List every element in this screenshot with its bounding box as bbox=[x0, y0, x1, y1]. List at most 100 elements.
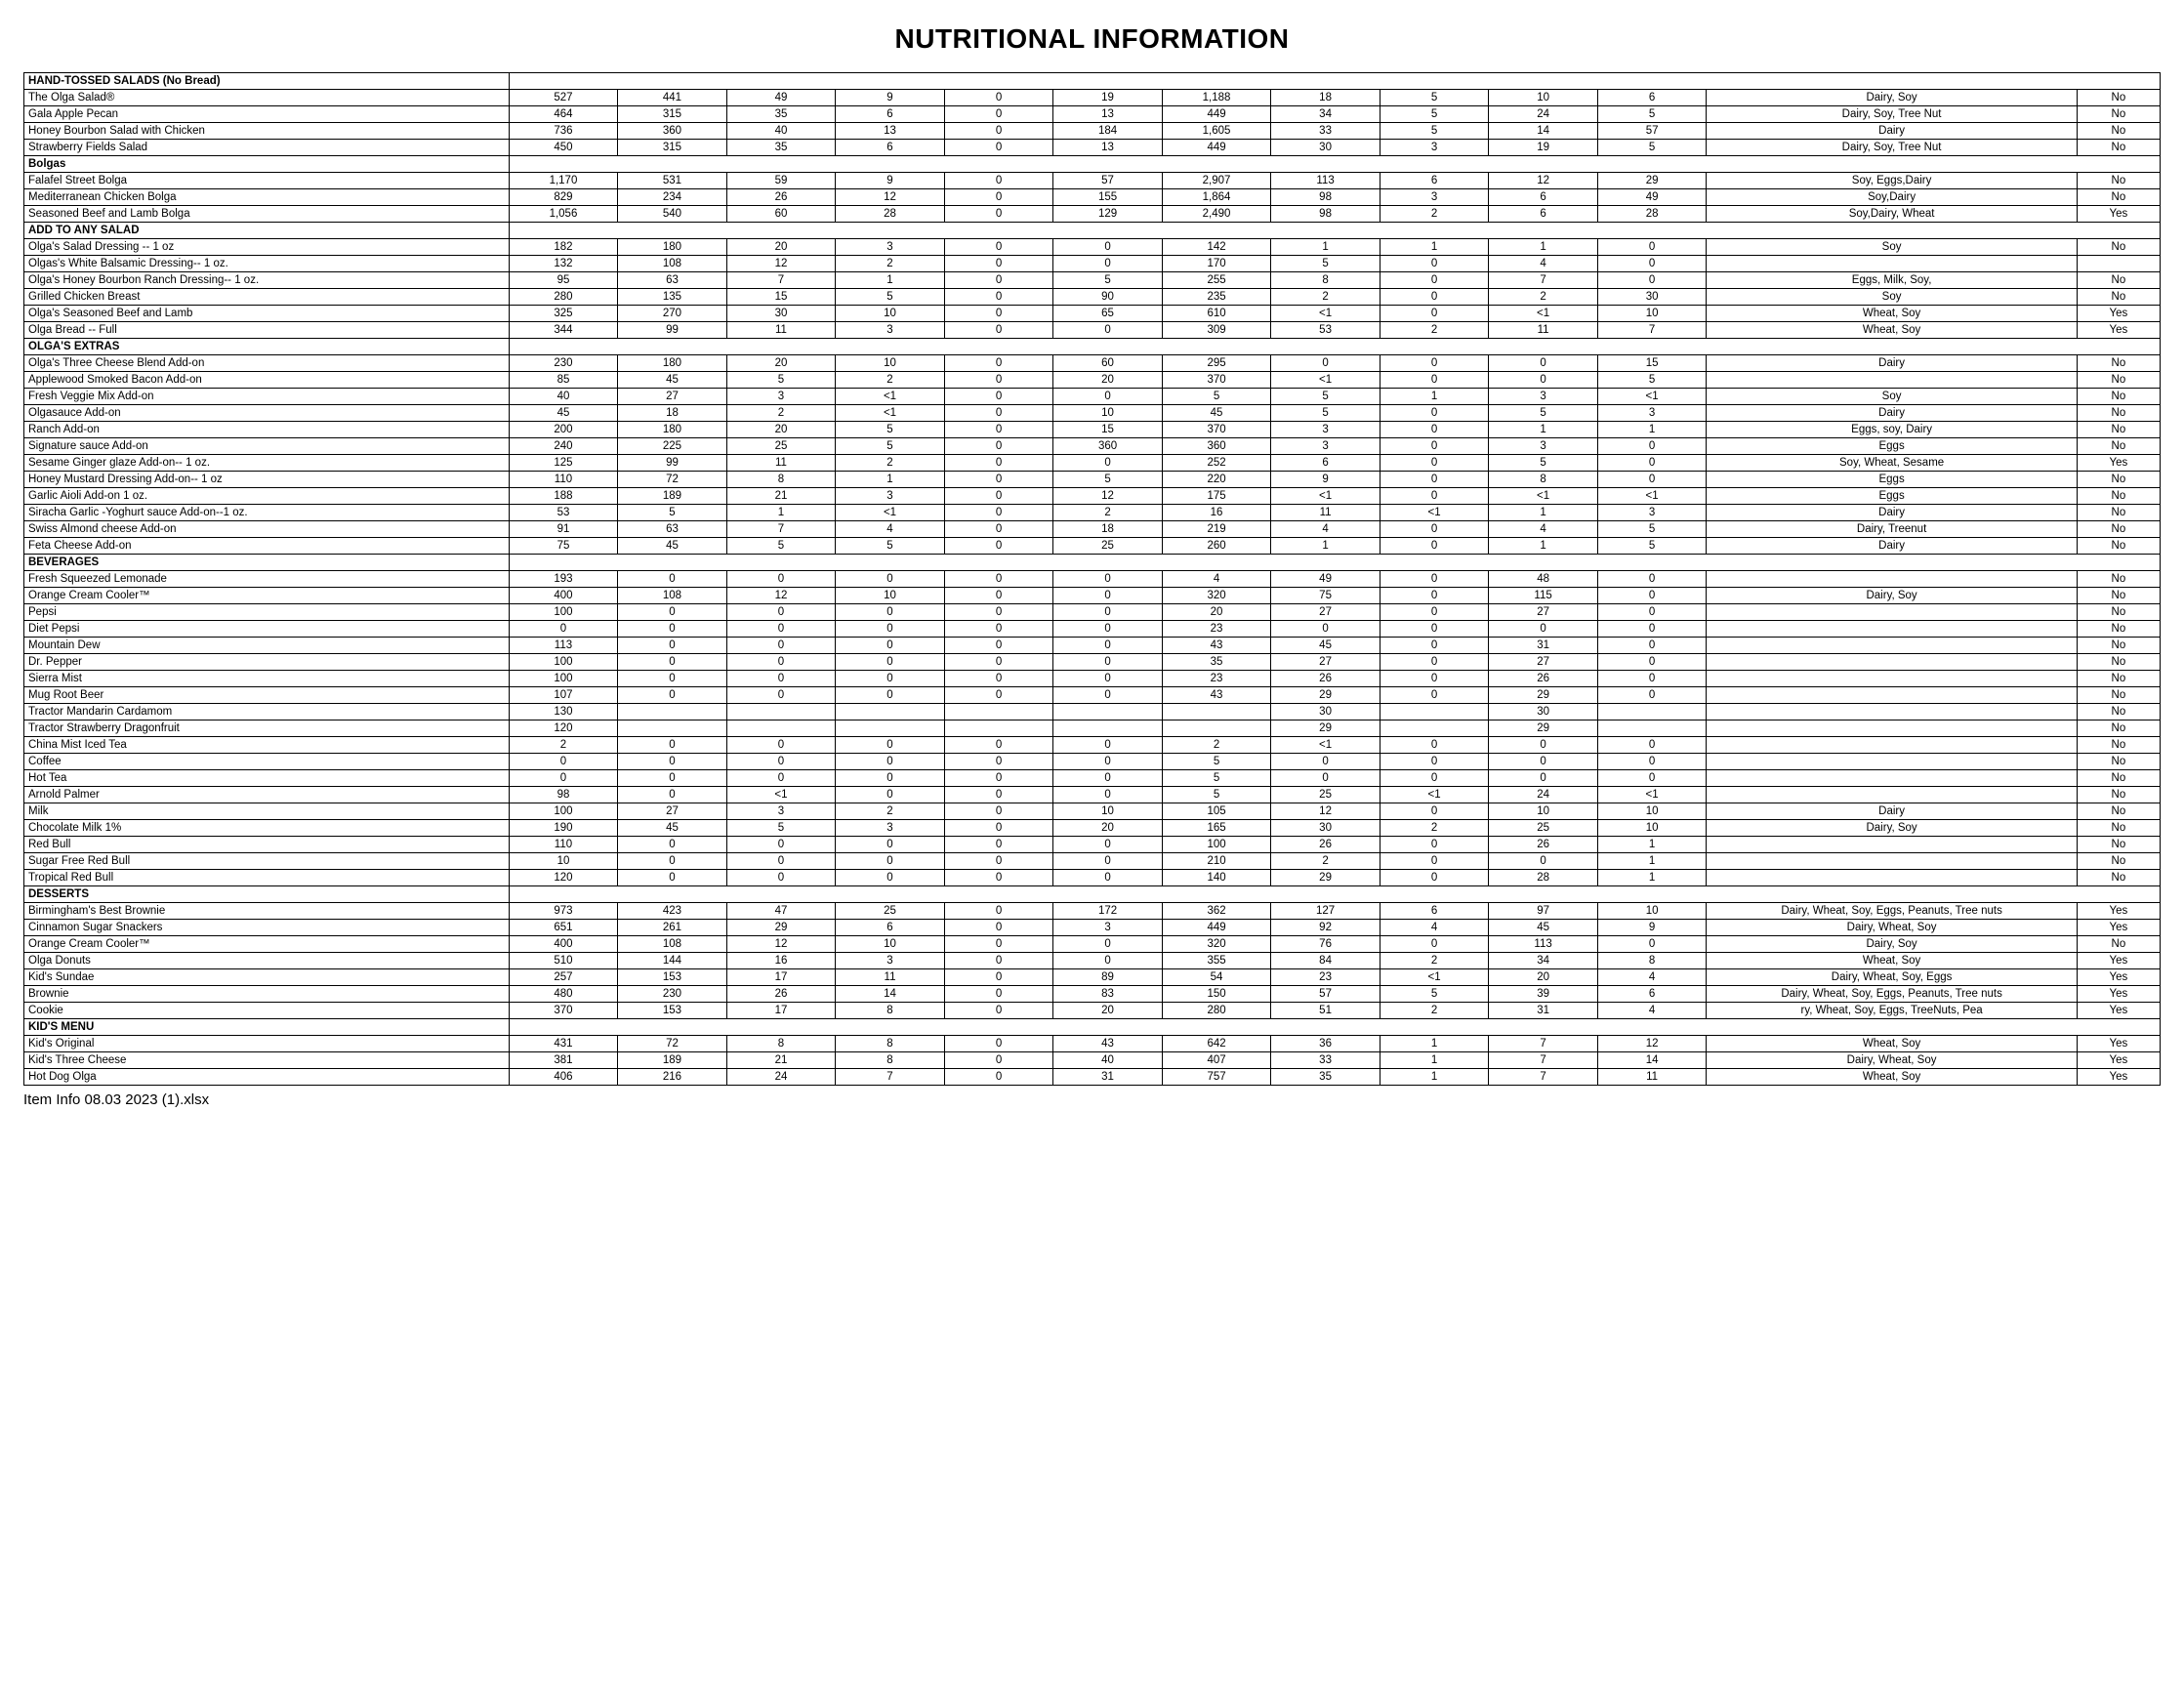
value-cell: 27 bbox=[1271, 604, 1380, 621]
section-header-row: KID'S MENU bbox=[24, 1019, 2161, 1036]
table-row: Hot Tea00000050000No bbox=[24, 770, 2161, 787]
value-cell: 344 bbox=[509, 322, 618, 339]
value-cell: 0 bbox=[944, 472, 1053, 488]
value-cell: 2 bbox=[836, 372, 945, 389]
value-cell: 57 bbox=[1597, 123, 1707, 140]
value-cell: 0 bbox=[1053, 770, 1163, 787]
value-cell: 0 bbox=[944, 272, 1053, 289]
item-name: Milk bbox=[24, 803, 510, 820]
value-cell: 153 bbox=[618, 969, 727, 986]
item-name: Tractor Mandarin Cardamom bbox=[24, 704, 510, 720]
allergen-cell bbox=[1707, 256, 2077, 272]
value-cell bbox=[1597, 704, 1707, 720]
gf-cell: No bbox=[2077, 140, 2160, 156]
value-cell: 99 bbox=[618, 322, 727, 339]
allergen-cell bbox=[1707, 837, 2077, 853]
value-cell: 1 bbox=[1380, 389, 1489, 405]
value-cell: 0 bbox=[1380, 936, 1489, 953]
item-name: Cinnamon Sugar Snackers bbox=[24, 920, 510, 936]
value-cell: 5 bbox=[1162, 787, 1271, 803]
item-name: Pepsi bbox=[24, 604, 510, 621]
value-cell: 0 bbox=[1380, 289, 1489, 306]
allergen-cell bbox=[1707, 704, 2077, 720]
value-cell: 0 bbox=[1053, 737, 1163, 754]
value-cell: 5 bbox=[1489, 455, 1598, 472]
value-cell: 4 bbox=[1162, 571, 1271, 588]
item-name: Mug Root Beer bbox=[24, 687, 510, 704]
table-row: Olga's Seasoned Beef and Lamb32527030100… bbox=[24, 306, 2161, 322]
value-cell: 144 bbox=[618, 953, 727, 969]
value-cell: 0 bbox=[944, 538, 1053, 555]
value-cell: 0 bbox=[1380, 488, 1489, 505]
value-cell: 216 bbox=[618, 1069, 727, 1086]
allergen-cell: Dairy, Wheat, Soy, Eggs, Peanuts, Tree n… bbox=[1707, 986, 2077, 1003]
value-cell: 20 bbox=[1489, 969, 1598, 986]
value-cell: 89 bbox=[1053, 969, 1163, 986]
value-cell bbox=[618, 704, 727, 720]
value-cell: 189 bbox=[618, 1052, 727, 1069]
value-cell: 65 bbox=[1053, 306, 1163, 322]
value-cell bbox=[836, 704, 945, 720]
value-cell: 1,170 bbox=[509, 173, 618, 189]
value-cell: 2,907 bbox=[1162, 173, 1271, 189]
value-cell: 0 bbox=[1380, 422, 1489, 438]
allergen-cell: Dairy bbox=[1707, 505, 2077, 521]
item-name: Kid's Sundae bbox=[24, 969, 510, 986]
item-name: Arnold Palmer bbox=[24, 787, 510, 803]
value-cell: <1 bbox=[836, 389, 945, 405]
value-cell: 193 bbox=[509, 571, 618, 588]
value-cell: 0 bbox=[944, 521, 1053, 538]
allergen-cell: Soy,Dairy, Wheat bbox=[1707, 206, 2077, 223]
table-row: Olgas's White Balsamic Dressing-- 1 oz.1… bbox=[24, 256, 2161, 272]
value-cell: 33 bbox=[1271, 123, 1380, 140]
value-cell: 5 bbox=[1597, 140, 1707, 156]
value-cell: 0 bbox=[944, 604, 1053, 621]
gf-cell: No bbox=[2077, 687, 2160, 704]
value-cell: 83 bbox=[1053, 986, 1163, 1003]
value-cell: 2 bbox=[1380, 322, 1489, 339]
table-row: Hot Dog Olga406216247031757351711Wheat, … bbox=[24, 1069, 2161, 1086]
table-row: Mediterranean Chicken Bolga8292342612015… bbox=[24, 189, 2161, 206]
gf-cell: No bbox=[2077, 803, 2160, 820]
value-cell: 0 bbox=[944, 837, 1053, 853]
value-cell: 11 bbox=[726, 455, 836, 472]
value-cell: 0 bbox=[944, 422, 1053, 438]
value-cell: 3 bbox=[836, 953, 945, 969]
footer-filename: Item Info 08.03 2023 (1).xlsx bbox=[23, 1091, 2161, 1108]
value-cell: 26 bbox=[1271, 671, 1380, 687]
value-cell: 7 bbox=[836, 1069, 945, 1086]
value-cell: 45 bbox=[509, 405, 618, 422]
value-cell: 0 bbox=[1380, 853, 1489, 870]
value-cell: 3 bbox=[1053, 920, 1163, 936]
value-cell: 12 bbox=[1489, 173, 1598, 189]
value-cell: <1 bbox=[836, 405, 945, 422]
value-cell: 53 bbox=[1271, 322, 1380, 339]
item-name: Gala Apple Pecan bbox=[24, 106, 510, 123]
table-row: Mountain Dew1130000043450310No bbox=[24, 638, 2161, 654]
value-cell: 57 bbox=[1053, 173, 1163, 189]
item-name: Chocolate Milk 1% bbox=[24, 820, 510, 837]
gf-cell: No bbox=[2077, 787, 2160, 803]
section-header-row: HAND-TOSSED SALADS (No Bread) bbox=[24, 73, 2161, 90]
value-cell: 16 bbox=[726, 953, 836, 969]
value-cell: 610 bbox=[1162, 306, 1271, 322]
value-cell: 92 bbox=[1271, 920, 1380, 936]
value-cell: 60 bbox=[726, 206, 836, 223]
value-cell: 1,864 bbox=[1162, 189, 1271, 206]
table-row: Gala Apple Pecan464315356013449345245Dai… bbox=[24, 106, 2161, 123]
value-cell: 27 bbox=[1271, 654, 1380, 671]
value-cell: 30 bbox=[1597, 289, 1707, 306]
value-cell: 0 bbox=[944, 189, 1053, 206]
gf-cell: No bbox=[2077, 936, 2160, 953]
section-header: ADD TO ANY SALAD bbox=[24, 223, 510, 239]
item-name: Seasoned Beef and Lamb Bolga bbox=[24, 206, 510, 223]
value-cell: 0 bbox=[726, 687, 836, 704]
value-cell: 29 bbox=[1489, 720, 1598, 737]
value-cell: 0 bbox=[726, 837, 836, 853]
value-cell: 3 bbox=[1597, 405, 1707, 422]
value-cell: 480 bbox=[509, 986, 618, 1003]
value-cell: <1 bbox=[1271, 488, 1380, 505]
value-cell: 25 bbox=[836, 903, 945, 920]
item-name: Strawberry Fields Salad bbox=[24, 140, 510, 156]
value-cell: 1 bbox=[836, 472, 945, 488]
